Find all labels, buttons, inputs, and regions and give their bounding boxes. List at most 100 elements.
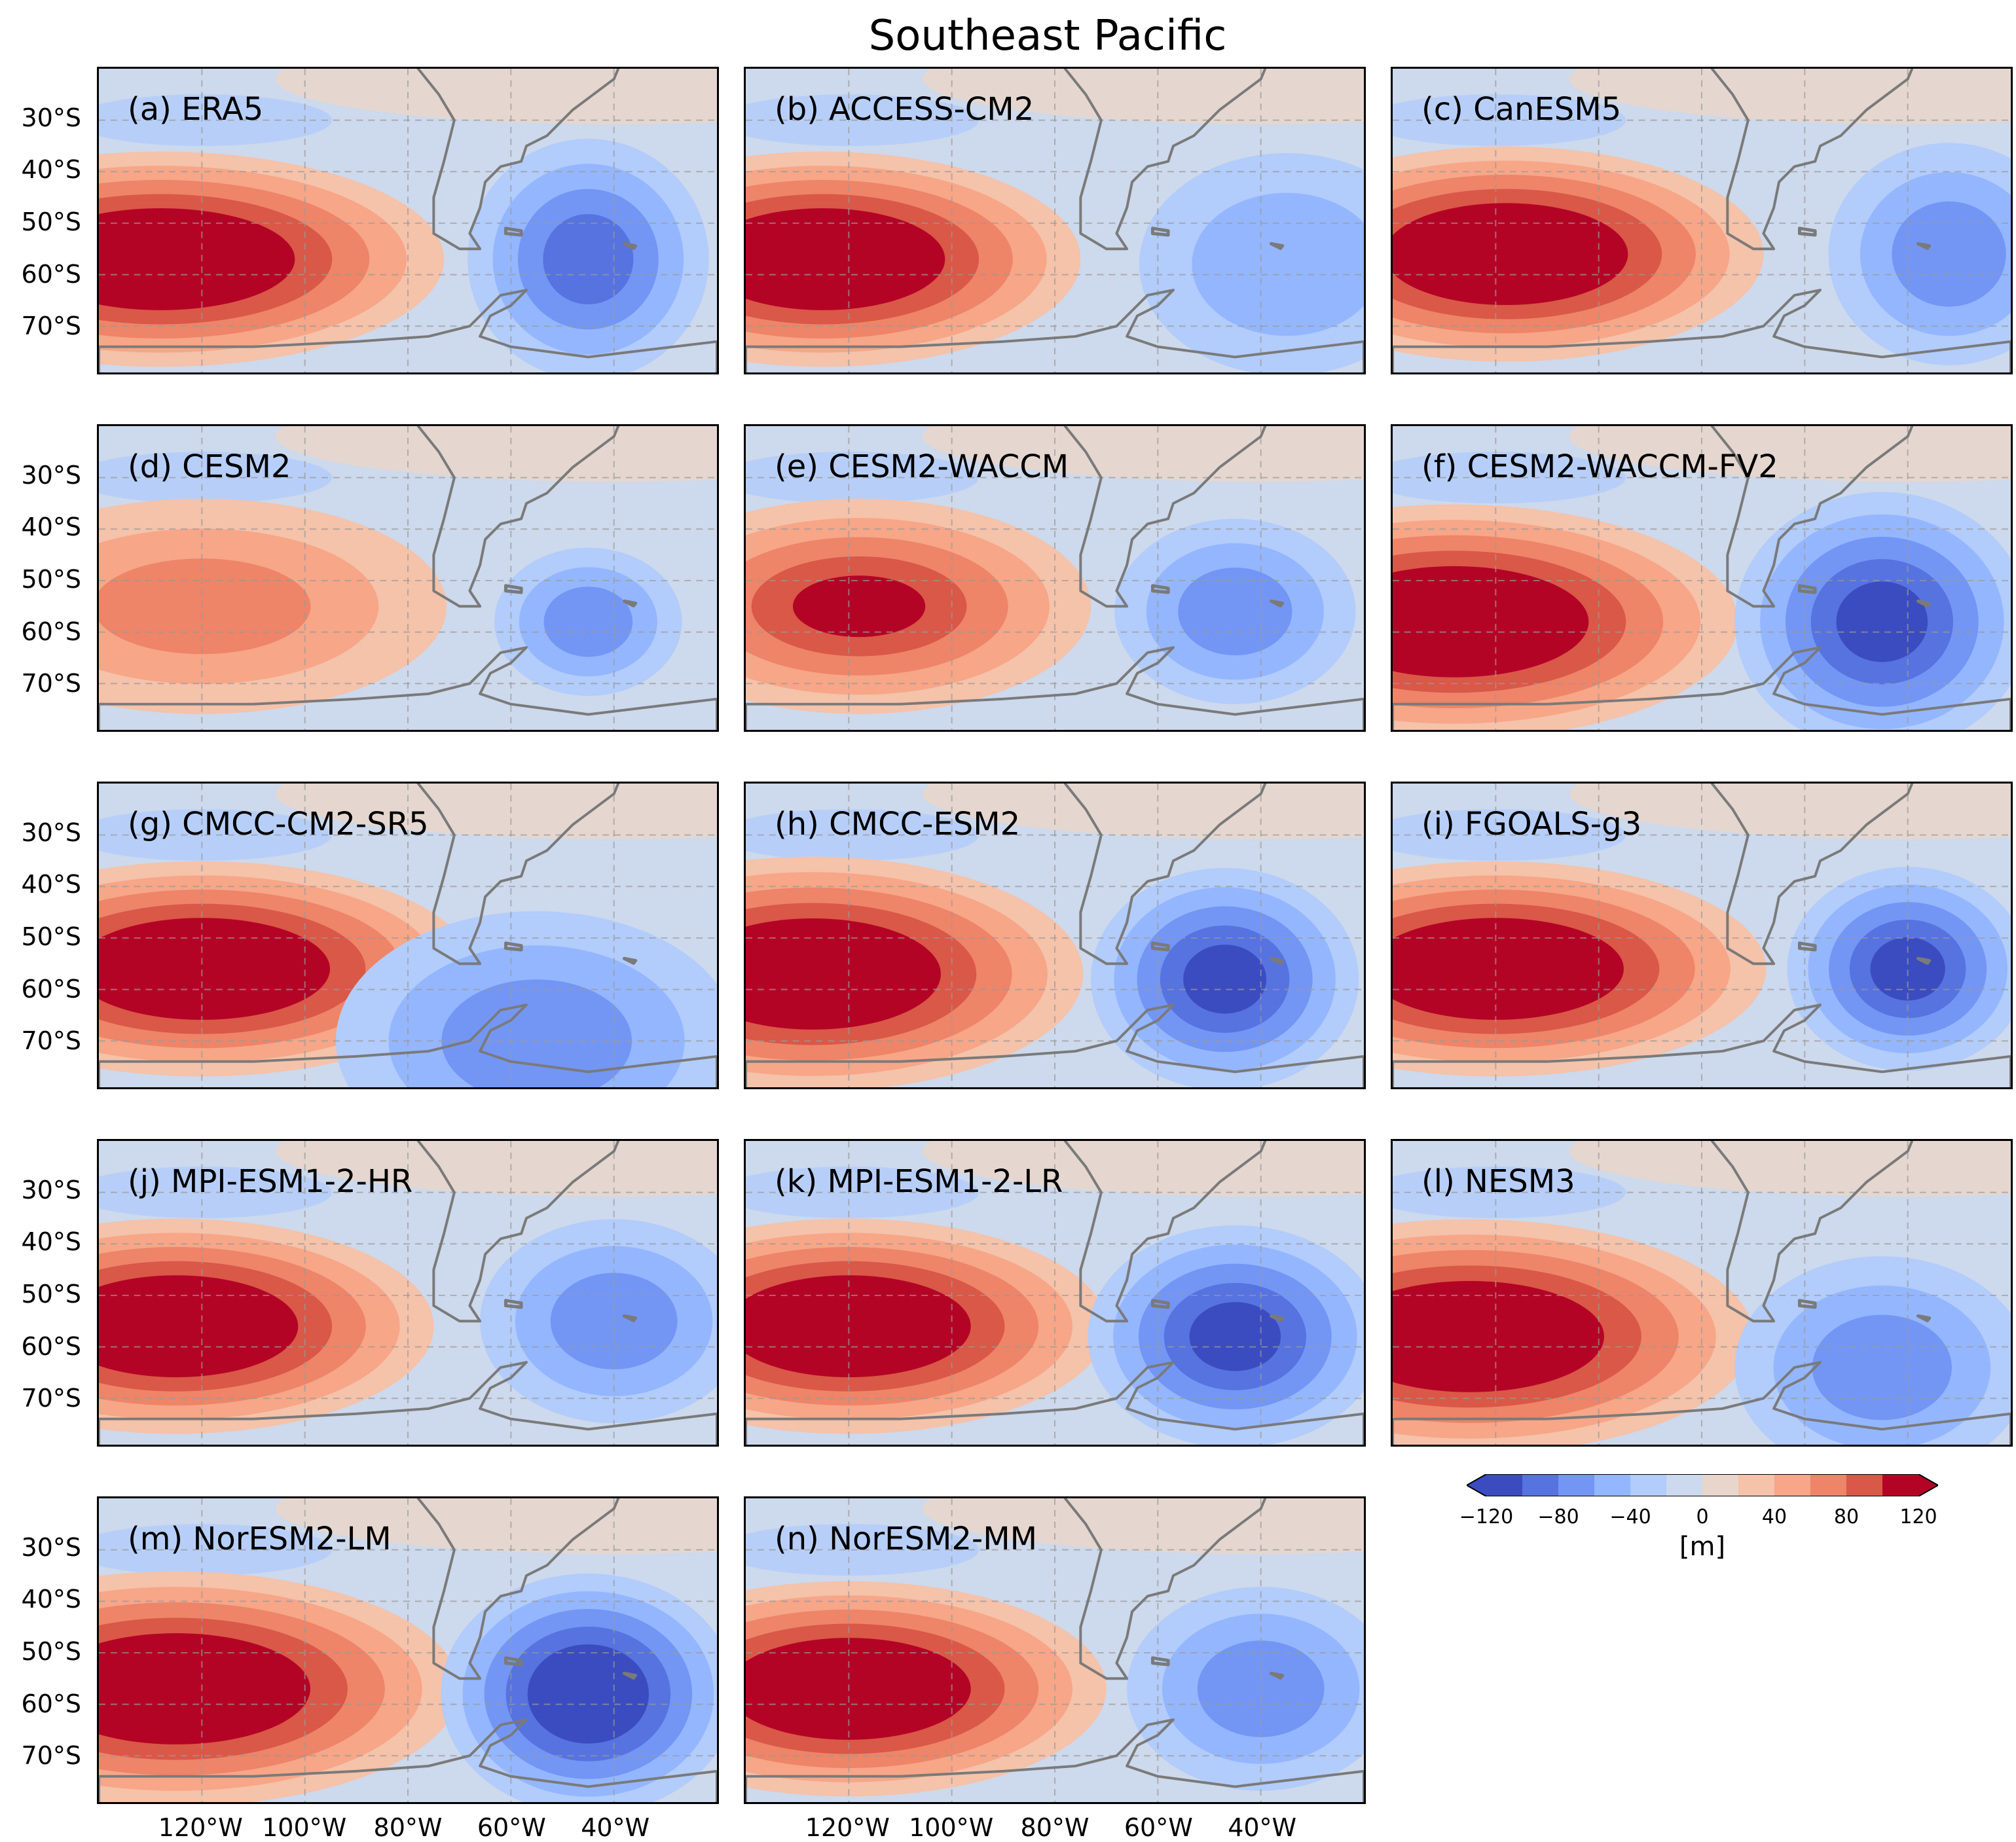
south-georgia [1269,242,1285,250]
panel-label: (l) NESM3 [1421,1163,1575,1200]
negative-anomaly-contour [441,979,632,1087]
subtropical-negative-band [746,1166,980,1219]
falkland-islands [1797,226,1817,237]
northern-positive-band [1569,784,2011,839]
colorbar [1467,1474,1938,1496]
lat-tick-label: 50°S [21,922,81,951]
antarctica-coastline [746,1361,1364,1445]
falkland-islands [504,1656,523,1667]
lat-tick-label: 60°S [21,974,81,1003]
panel-label: (e) CESM2-WACCM [775,448,1069,485]
anomaly-map [746,69,1364,372]
subtropical-negative-band [746,809,980,861]
antarctica-coastline [99,1718,717,1802]
south-america-coastline [416,69,620,251]
northern-positive-band [1569,69,2011,124]
south-america-coastline [1710,1141,1914,1323]
falkland-islands [1797,584,1817,594]
panel-label: (b) ACCESS-CM2 [775,91,1035,128]
south-america-coastline [416,1141,620,1323]
lat-tick-label: 30°S [21,818,81,847]
colorbar-bin [1738,1474,1775,1496]
falkland-islands [1150,226,1170,237]
figure-title: Southeast Pacific [868,12,1227,60]
antarctica-coastline [99,646,717,730]
south-georgia [1269,956,1285,965]
map-panel: (d) CESM2 [97,424,719,732]
map-panel: (f) CESM2-WACCM-FV2 [1391,424,2013,732]
lat-tick-label: 50°S [21,207,81,236]
lat-tick-label: 50°S [21,1279,81,1309]
northern-positive-band [1569,426,2011,482]
falkland-islands [1150,1299,1170,1309]
panel-label: (c) CanESM5 [1421,91,1622,128]
colorbar-tick-label: 40 [1761,1506,1787,1528]
panel-label: (m) NorESM2-LM [128,1521,392,1557]
map-panel: (i) FGOALS-g3 [1391,782,2013,1089]
falkland-islands [1797,1299,1817,1309]
positive-anomaly-contour [145,946,259,992]
south-georgia [1916,599,1932,607]
colorbar-unit: [m] [1679,1532,1726,1562]
northern-positive-band [923,426,1364,482]
south-georgia [622,1314,638,1322]
falkland-islands [504,1299,523,1309]
south-georgia [1916,956,1932,965]
subtropical-negative-band [1393,452,1626,504]
negative-anomaly-contour [543,213,634,304]
colorbar-extend-low [1467,1474,1486,1496]
anomaly-map [746,784,1364,1087]
south-georgia [622,599,638,607]
anomaly-map [99,426,717,730]
south-georgia [1916,1314,1932,1322]
anomaly-map [1393,69,2011,372]
northern-positive-band [276,784,717,839]
northern-positive-band [276,426,717,482]
map-panel: (a) ERA5 [97,67,719,374]
lon-tick-label: 40°W [1228,1813,1297,1842]
lat-tick-label: 40°S [21,870,81,899]
south-america-coastline [1063,69,1267,251]
subtropical-negative-band [99,452,333,504]
lat-tick-label: 70°S [21,669,81,698]
positive-anomaly-contour [116,1664,236,1714]
anomaly-map [99,1141,717,1445]
anomaly-map [99,69,717,372]
lat-tick-label: 40°S [21,155,81,185]
colorbar-bin [1774,1474,1811,1496]
positive-anomaly-contour [1452,231,1560,277]
colorbar-bin [1810,1474,1847,1496]
panel-label: (i) FGOALS-g3 [1421,806,1642,842]
south-america-coastline [416,426,620,608]
positive-anomaly-contour [794,1303,904,1349]
subtropical-negative-band [99,809,333,861]
falkland-islands [504,226,523,237]
colorbar-tick-label: 0 [1696,1506,1709,1528]
lat-tick-label: 50°S [21,1636,81,1666]
lat-tick-label: 30°S [21,1175,81,1204]
negative-anomaly-contour [543,587,633,657]
lat-tick-label: 70°S [21,1741,81,1771]
colorbar-bin [1630,1474,1667,1496]
map-panel: (h) CMCC-ESM2 [744,782,1366,1089]
lat-tick-label: 60°S [21,1331,81,1361]
lat-tick-label: 60°S [21,617,81,646]
colorbar-bin [1702,1474,1739,1496]
antarctica-coastline [1393,289,2011,372]
south-america-coastline [1063,1141,1267,1323]
subtropical-negative-band [746,94,980,147]
negative-anomaly-contour [1836,581,1928,662]
south-america-coastline [416,784,620,966]
lat-tick-label: 40°S [21,1227,81,1257]
falkland-islands [1150,941,1170,952]
south-america-coastline [1063,426,1267,608]
south-america-coastline [1710,426,1914,608]
positive-anomaly-contour [122,1303,230,1349]
positive-anomaly-contour [1410,1312,1530,1362]
northern-positive-band [923,1498,1364,1554]
colorbar-bin [1522,1474,1559,1496]
map-panel: (k) MPI-ESM1-2-LR [744,1139,1366,1447]
anomaly-map [99,1498,717,1802]
map-panel: (g) CMCC-CM2-SR5 [97,782,719,1089]
colorbar-bin [1846,1474,1883,1496]
